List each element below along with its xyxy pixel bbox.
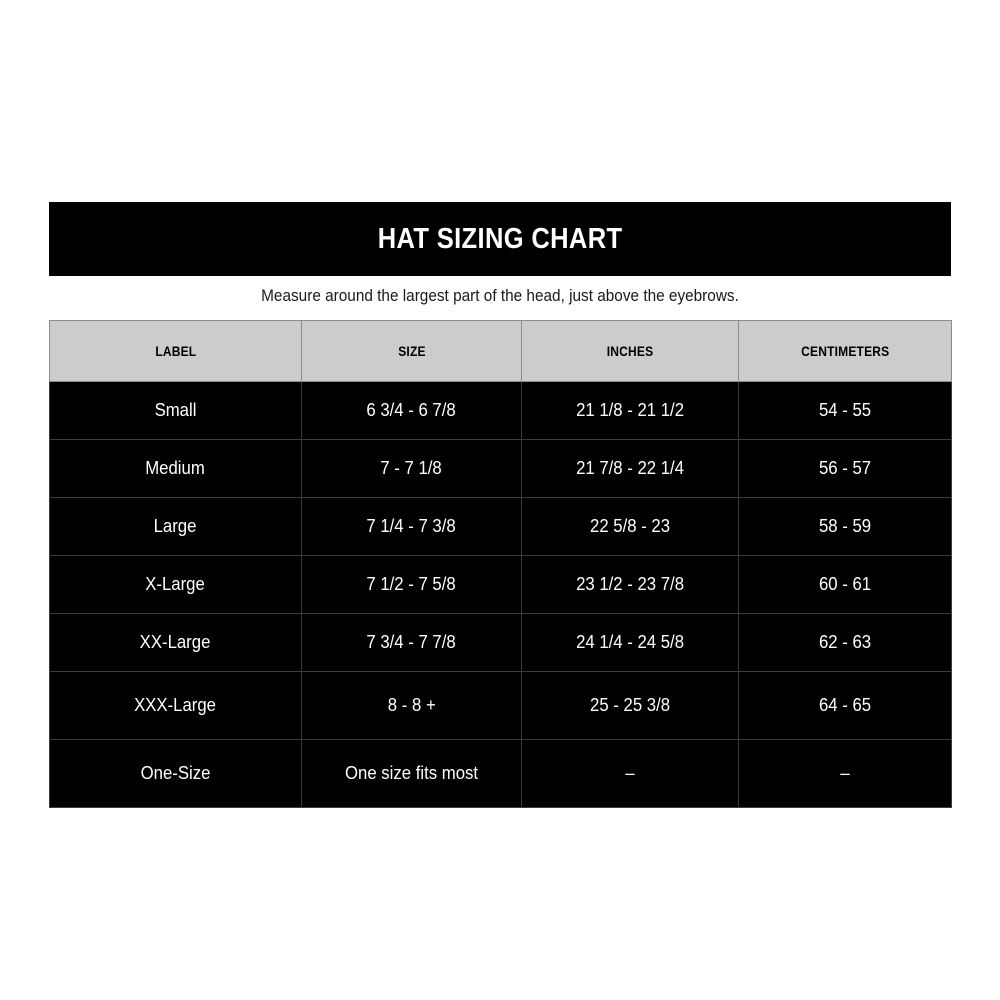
column-header-inches-text: INCHES bbox=[606, 343, 654, 359]
column-header-label: LABEL bbox=[49, 320, 302, 382]
table-row: XXX-Large 8 - 8 + 25 - 25 3/8 64 - 65 bbox=[49, 671, 952, 740]
cell-label-text: Medium bbox=[145, 458, 206, 478]
cell-inches-text: 25 - 25 3/8 bbox=[589, 695, 671, 715]
cell-inches-text: – bbox=[625, 763, 635, 783]
cell-label: XX-Large bbox=[49, 613, 302, 672]
cell-size: One size fits most bbox=[301, 739, 522, 808]
column-header-size-text: SIZE bbox=[397, 343, 426, 359]
page-title: HAT SIZING CHART bbox=[377, 222, 623, 255]
cell-centimeters-text: 54 - 55 bbox=[818, 400, 872, 420]
cell-centimeters: 62 - 63 bbox=[738, 613, 952, 672]
cell-label: Small bbox=[49, 381, 302, 440]
column-header-centimeters-text: CENTIMETERS bbox=[800, 343, 890, 359]
cell-size: 7 1/4 - 7 3/8 bbox=[301, 497, 522, 556]
cell-inches: 24 1/4 - 24 5/8 bbox=[521, 613, 739, 672]
cell-centimeters-text: 64 - 65 bbox=[818, 695, 872, 715]
cell-inches: 25 - 25 3/8 bbox=[521, 671, 739, 740]
cell-inches-text: 24 1/4 - 24 5/8 bbox=[576, 632, 684, 652]
cell-label: X-Large bbox=[49, 555, 302, 614]
table-row: Medium 7 - 7 1/8 21 7/8 - 22 1/4 56 - 57 bbox=[49, 439, 952, 498]
column-header-label-text: LABEL bbox=[154, 343, 196, 359]
cell-label: Large bbox=[49, 497, 302, 556]
table-header-row: LABEL SIZE INCHES CENTIMETERS bbox=[49, 320, 952, 382]
cell-centimeters: 64 - 65 bbox=[738, 671, 952, 740]
cell-centimeters-text: 58 - 59 bbox=[818, 516, 872, 536]
measurement-instructions: Measure around the largest part of the h… bbox=[261, 286, 739, 305]
cell-centimeters: – bbox=[738, 739, 952, 808]
cell-size-text: One size fits most bbox=[344, 763, 479, 783]
cell-label-text: One-Size bbox=[140, 763, 211, 783]
cell-size: 8 - 8 + bbox=[301, 671, 522, 740]
cell-inches-text: 22 5/8 - 23 bbox=[589, 516, 671, 536]
cell-centimeters-text: 60 - 61 bbox=[818, 574, 872, 594]
hat-sizing-table: LABEL SIZE INCHES CENTIMETERS Small 6 3/… bbox=[49, 320, 952, 808]
cell-label-text: X-Large bbox=[145, 574, 206, 594]
cell-label: One-Size bbox=[49, 739, 302, 808]
cell-size-text: 8 - 8 + bbox=[387, 695, 436, 715]
column-header-centimeters: CENTIMETERS bbox=[738, 320, 952, 382]
cell-label-text: XX-Large bbox=[140, 632, 211, 652]
cell-label: Medium bbox=[49, 439, 302, 498]
cell-inches-text: 21 7/8 - 22 1/4 bbox=[576, 458, 684, 478]
cell-size: 6 3/4 - 6 7/8 bbox=[301, 381, 522, 440]
cell-inches: 22 5/8 - 23 bbox=[521, 497, 739, 556]
cell-centimeters: 58 - 59 bbox=[738, 497, 952, 556]
cell-centimeters: 56 - 57 bbox=[738, 439, 952, 498]
table-row: One-Size One size fits most – – bbox=[49, 739, 952, 808]
table-body: Small 6 3/4 - 6 7/8 21 1/8 - 21 1/2 54 -… bbox=[49, 381, 952, 808]
cell-label: XXX-Large bbox=[49, 671, 302, 740]
cell-label-text: Small bbox=[154, 400, 197, 420]
cell-centimeters-text: 62 - 63 bbox=[818, 632, 872, 652]
table-row: Large 7 1/4 - 7 3/8 22 5/8 - 23 58 - 59 bbox=[49, 497, 952, 556]
table-row: X-Large 7 1/2 - 7 5/8 23 1/2 - 23 7/8 60… bbox=[49, 555, 952, 614]
cell-centimeters-text: – bbox=[840, 763, 850, 783]
cell-centimeters: 54 - 55 bbox=[738, 381, 952, 440]
column-header-size: SIZE bbox=[301, 320, 522, 382]
cell-inches-text: 21 1/8 - 21 1/2 bbox=[576, 400, 684, 420]
cell-centimeters-text: 56 - 57 bbox=[818, 458, 872, 478]
column-header-inches: INCHES bbox=[521, 320, 739, 382]
cell-size-text: 6 3/4 - 6 7/8 bbox=[366, 400, 457, 420]
cell-label-text: XXX-Large bbox=[134, 695, 217, 715]
chart-title-banner: HAT SIZING CHART bbox=[49, 202, 951, 276]
table-row: XX-Large 7 3/4 - 7 7/8 24 1/4 - 24 5/8 6… bbox=[49, 613, 952, 672]
cell-inches: 21 1/8 - 21 1/2 bbox=[521, 381, 739, 440]
cell-size-text: 7 - 7 1/8 bbox=[380, 458, 443, 478]
cell-size-text: 7 1/4 - 7 3/8 bbox=[366, 516, 457, 536]
cell-inches: 21 7/8 - 22 1/4 bbox=[521, 439, 739, 498]
cell-inches-text: 23 1/2 - 23 7/8 bbox=[576, 574, 684, 594]
cell-size-text: 7 1/2 - 7 5/8 bbox=[366, 574, 457, 594]
cell-inches: 23 1/2 - 23 7/8 bbox=[521, 555, 739, 614]
cell-label-text: Large bbox=[154, 516, 197, 536]
table-row: Small 6 3/4 - 6 7/8 21 1/8 - 21 1/2 54 -… bbox=[49, 381, 952, 440]
cell-size: 7 1/2 - 7 5/8 bbox=[301, 555, 522, 614]
cell-size: 7 3/4 - 7 7/8 bbox=[301, 613, 522, 672]
cell-size-text: 7 3/4 - 7 7/8 bbox=[366, 632, 457, 652]
cell-inches: – bbox=[521, 739, 739, 808]
cell-centimeters: 60 - 61 bbox=[738, 555, 952, 614]
cell-size: 7 - 7 1/8 bbox=[301, 439, 522, 498]
